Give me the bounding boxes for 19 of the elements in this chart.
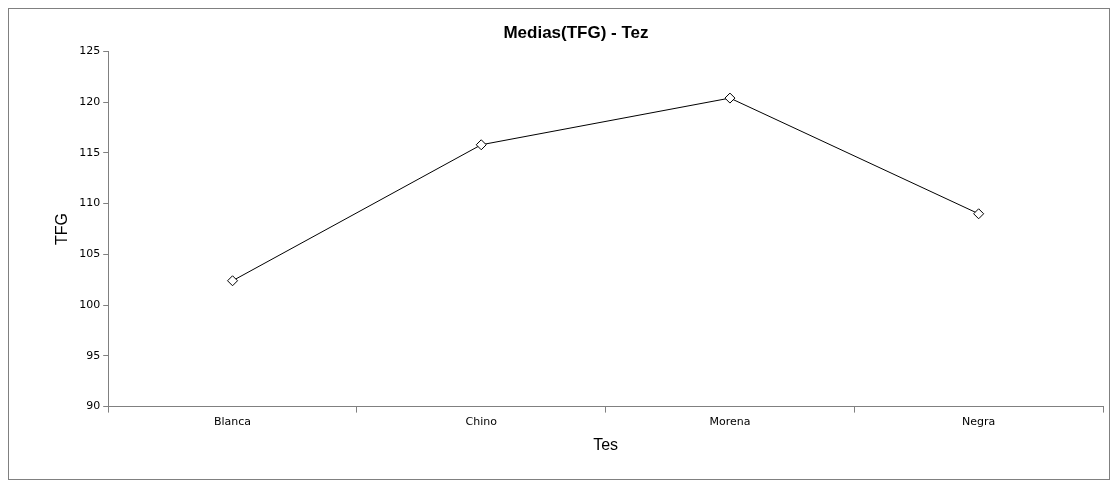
y-tick-label: 105 [79, 247, 101, 261]
x-tick-label: Negra [962, 415, 996, 429]
point [475, 139, 487, 151]
x-axis-title: Tes [593, 435, 619, 453]
point [973, 208, 985, 220]
y-tick-label: 95 [86, 348, 101, 362]
y-tick-label: 100 [79, 297, 101, 311]
x-tick-label: Blanca [213, 415, 252, 429]
y-tick-label: 110 [79, 196, 101, 210]
y-tick-label: 125 [79, 44, 101, 58]
chart-title: Medias(TFG) - Tez [503, 22, 649, 42]
x-tick-label: Chino [465, 415, 498, 429]
point [724, 92, 736, 104]
point [227, 275, 239, 287]
y-tick-label: 90 [86, 399, 101, 413]
x-tick-label: Morena [709, 415, 751, 429]
y-tick-label: 115 [79, 145, 101, 159]
y-tick-label: 120 [79, 95, 101, 108]
y-axis-title: TFG [53, 213, 71, 245]
